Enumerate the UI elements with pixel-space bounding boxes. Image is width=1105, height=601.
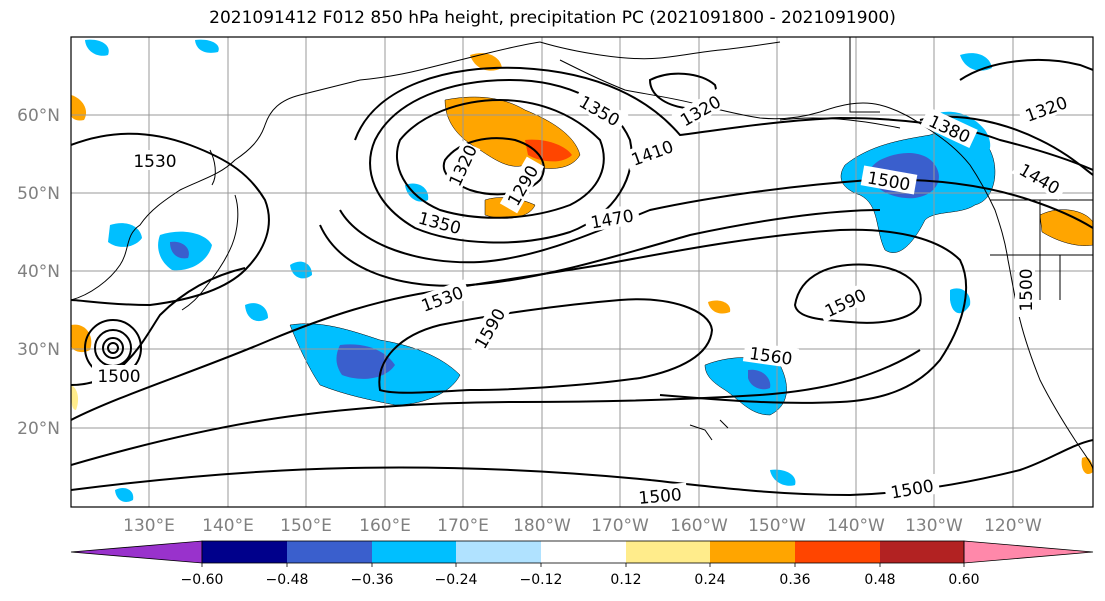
lon-label: 150°W — [748, 516, 806, 536]
contour-1320-east — [959, 59, 1093, 81]
contour-label: 1500 — [97, 367, 140, 387]
lon-label: 170°E — [437, 516, 489, 536]
contour-1470 — [339, 178, 1093, 264]
coast-japan — [181, 194, 239, 311]
lon-label: 130°E — [123, 516, 175, 536]
us-state-borders — [990, 199, 1093, 300]
colorbar-ticks — [201, 563, 965, 567]
colorbar-segment — [963, 540, 1094, 564]
lon-label: 160°E — [359, 516, 411, 536]
lat-label: 40°N — [17, 262, 60, 282]
lon-label: 150°E — [280, 516, 332, 536]
colorbar-segment — [795, 541, 880, 563]
contour-1350-low — [369, 78, 633, 244]
contour-1320-low — [395, 98, 605, 219]
colorbar-segment — [372, 541, 456, 563]
aleutian-chain — [779, 117, 901, 129]
colorbar-segment — [880, 541, 964, 563]
precip-core-bering — [525, 139, 572, 162]
colorbar-tick-label: −0.24 — [435, 572, 478, 588]
lon-label: 140°W — [827, 516, 885, 536]
contour-typhoon-1 — [102, 337, 124, 359]
colorbar-tick-label: 0.36 — [779, 572, 810, 588]
colorbar-segment — [287, 541, 372, 563]
colorbar-segment — [541, 541, 626, 563]
colorbar-tick-label: 0.24 — [694, 572, 725, 588]
colorbar-frame — [201, 540, 965, 564]
coastlines — [71, 37, 1093, 471]
lon-label: 170°W — [591, 516, 649, 536]
lat-label: 30°N — [17, 340, 60, 360]
lat-label: 50°N — [17, 184, 60, 204]
precip-blob-pnw-inland — [1039, 209, 1093, 246]
hawaii-islands — [689, 419, 729, 441]
contour-1380-east — [919, 115, 1093, 176]
precip-blob-small-9 — [1081, 457, 1093, 475]
precip-blob-small-10 — [71, 385, 79, 410]
contour-1530-west — [71, 132, 270, 307]
coast-north-america — [879, 104, 1093, 471]
colorbar-tick-label: 0.48 — [864, 572, 895, 588]
precip-blob-nw-2 — [195, 39, 219, 53]
colorbar-tick-label: −0.36 — [351, 572, 394, 588]
colorbar-tick-label: 0.12 — [610, 572, 641, 588]
longitude-labels: 130°E 140°E 150°E 160°E 170°E 180°W 170°… — [123, 516, 1042, 536]
colorbar-tick-label: −0.12 — [520, 572, 563, 588]
contour-1410 — [354, 66, 1093, 171]
lat-label: 60°N — [17, 106, 60, 126]
colorbar-segment — [202, 541, 287, 563]
colorbar-tick-label: 0.60 — [948, 572, 979, 588]
lon-label: 120°W — [984, 516, 1042, 536]
precip-blob-nw-1 — [85, 39, 109, 56]
colorbar-segment — [710, 541, 795, 563]
contour-1500-mid — [319, 209, 881, 287]
precip-blob-small-8 — [708, 300, 731, 314]
lon-label: 180°W — [513, 516, 571, 536]
contour-label: 1530 — [133, 152, 176, 172]
colorbar-segment — [456, 541, 541, 563]
contour-1530 — [71, 228, 968, 421]
precip-blob-small-2 — [245, 303, 268, 322]
precip-blob-siberia — [470, 53, 502, 71]
graticule — [71, 37, 1093, 507]
map-frame — [70, 36, 1094, 508]
colorbar-tick-label: −0.48 — [266, 572, 309, 588]
precip-blob-small-7 — [115, 488, 134, 502]
colorbar-segment — [70, 540, 203, 564]
precip-blob-typhoon — [71, 324, 92, 353]
latitude-labels: 60°N 50°N 40°N 30°N 20°N — [17, 106, 60, 439]
precip-blob-nw-edge — [71, 95, 87, 121]
coast-asia — [71, 41, 541, 301]
coast-alaska-west — [539, 41, 781, 60]
precip-blob-small-5 — [960, 53, 992, 71]
coast-sakhalin — [209, 149, 216, 186]
contour-1590-east — [793, 263, 922, 324]
colorbar: −0.60 −0.48 −0.36 −0.24 −0.12 0.12 0.24 … — [70, 540, 1094, 588]
contour-1590-west — [378, 298, 714, 394]
contour-1500-south — [71, 439, 1093, 497]
contour-1560 — [71, 349, 921, 466]
lat-label: 20°N — [17, 419, 60, 439]
lon-label: 130°W — [905, 516, 963, 536]
contour-label: 1500 — [638, 485, 683, 509]
precip-core-central-pacific — [748, 369, 771, 390]
lon-label: 160°W — [670, 516, 728, 536]
precip-blob-small-4 — [770, 469, 796, 486]
lon-label: 140°E — [202, 516, 254, 536]
map-title: 2021091412 F012 850 hPa height, precipit… — [209, 8, 896, 28]
precip-core-korea — [170, 241, 189, 259]
contour-label: 1500 — [1017, 268, 1037, 311]
contour-typhoon-4 — [107, 342, 119, 354]
coast-alaska-south — [559, 59, 881, 120]
colorbar-tick-label: −0.60 — [181, 572, 224, 588]
colorbar-segment — [626, 541, 710, 563]
alaska-border — [849, 37, 880, 113]
precip-blob-china — [108, 223, 142, 247]
